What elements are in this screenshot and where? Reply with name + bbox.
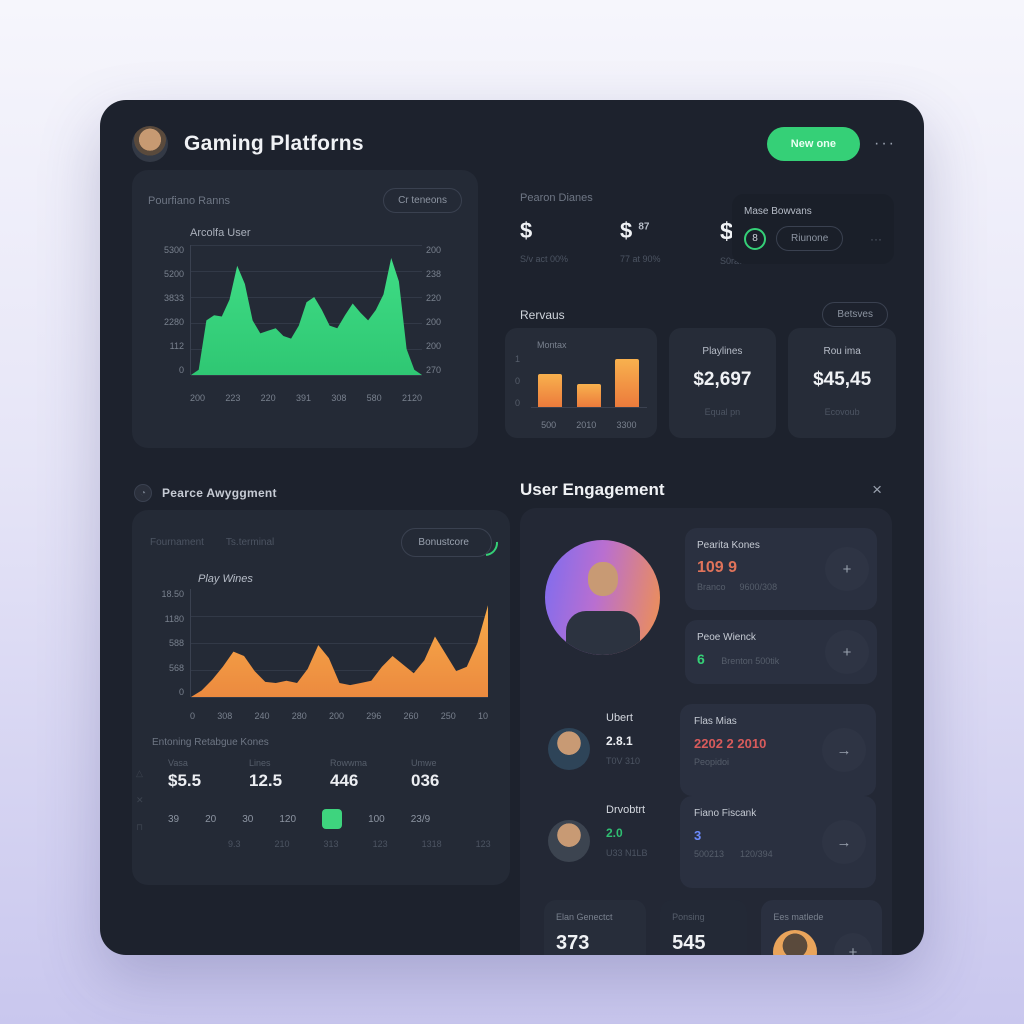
bar	[538, 373, 563, 407]
user-avatar[interactable]	[132, 126, 168, 162]
add-button[interactable]: +	[825, 630, 869, 674]
go-button[interactable]: →	[822, 728, 866, 772]
bar	[576, 384, 601, 407]
stat-umwe: Umwe 036	[411, 758, 440, 790]
x-axis: 200 223 220 391 308 580 2120	[190, 393, 422, 403]
revenue-card-rouima[interactable]: Rou ima $45,45 Ecovoub	[788, 328, 896, 438]
x-axis: 0 308 240 280 200 296 260 250 10	[190, 711, 488, 721]
number-row-dim: 9.3 210 313 123 1318 123	[228, 839, 491, 849]
summary-stat-1: $ S/v act 00%	[520, 218, 569, 264]
assignment-card: Fournament Ts.terminal Bonustcore Play W…	[132, 510, 510, 885]
y-axis-right: 200 238 220 200 200 270	[426, 245, 442, 375]
engagement-heading: User Engagement	[520, 480, 665, 499]
right-column: Pearon Dianes $ S/v act 00% $ 87 77 at 9…	[492, 170, 896, 955]
platform-card-label: Pourfiano Ranns	[148, 194, 230, 207]
bonus-score-button[interactable]: Bonustcore	[401, 524, 504, 561]
member-avatar	[773, 930, 818, 955]
assignment-section-head: ◔ Pearce Awyggment	[134, 484, 277, 502]
user-row-ubert: Ubert 2.8.1 T0V 310 Flas Mias 2202 2 201…	[544, 704, 876, 796]
revenue-heading: Rervaus	[520, 307, 565, 322]
assignment-heading: Pearce Awyggment	[162, 486, 277, 500]
tab-terminal[interactable]: Ts.terminal	[225, 537, 275, 548]
new-button[interactable]: New one	[766, 127, 861, 161]
green-marker[interactable]	[322, 809, 343, 829]
stat-lines: Lines 12.5	[249, 758, 283, 790]
play-times-chart: 18.50 1180 588 568 0 0 308 24	[150, 589, 492, 721]
summary-stat-2: $ 87 77 at 90%	[620, 218, 661, 264]
more-menu-icon[interactable]: ···	[874, 135, 896, 152]
close-icon[interactable]: ×	[872, 480, 882, 499]
go-button[interactable]: →	[822, 820, 866, 864]
retention-sub-heading: Entoning Retabgue Kones	[152, 737, 269, 748]
orange-area-series	[191, 605, 488, 697]
engagement-avatar	[545, 540, 660, 655]
bonus-title: Mase Bowvans	[744, 206, 812, 217]
bottom-cards: Elan Genectct 373 Ponsing 545 Ees matled…	[544, 900, 882, 955]
green-area-plot	[190, 245, 422, 376]
user-card: Flas Mias 2202 2 2010 Peopidoi →	[680, 704, 876, 796]
history-icon: ◔	[134, 484, 152, 502]
revenue-card-playlines[interactable]: Playlines $2,697 Equal pn	[668, 328, 777, 438]
play-times-chart-title: Play Wines	[198, 573, 253, 585]
active-users-chart-title: Arcolfa User	[190, 227, 251, 239]
summary-label: Pearon Dianes	[520, 192, 593, 204]
y-axis: 18.50 1180 588 568 0	[161, 589, 184, 697]
add-button[interactable]: +	[834, 933, 872, 955]
bottom-card-ees[interactable]: Ees matlede +	[761, 900, 882, 955]
active-users-chart: 5300 5200 3833 2280 112 0 20	[148, 245, 462, 403]
green-area-series	[191, 258, 422, 375]
metric-pearita: Pearita Kones 109 9 Branco 9600/308 +	[685, 528, 877, 610]
platform-card: Pourfiano Ranns Cr teneons Arcolfa User …	[132, 170, 478, 448]
user-avatar	[548, 820, 590, 862]
tab-tournament[interactable]: Fournament	[150, 537, 204, 548]
stats-row: Vasa $5.5 Lines 12.5 Rowwma 446 Umwe 036	[168, 758, 492, 791]
add-button[interactable]: +	[825, 547, 869, 591]
bar-chart	[531, 356, 647, 408]
badge-8-icon: 8	[744, 227, 766, 250]
bonus-card: Mase Bowvans 8 Riunone ···	[732, 194, 894, 264]
orange-area-plot	[190, 589, 488, 698]
user-avatar	[548, 728, 590, 770]
user-card: Fiano Fiscank 3 500213 120/394 →	[680, 796, 876, 888]
page-title: Gaming Platforns	[184, 132, 364, 155]
user-row-drvobtrt: Drvobtrt 2.0 U33 N1LB Fiano Fiscank 3 50…	[544, 796, 876, 888]
header: Gaming Platforns New one ···	[132, 122, 896, 166]
stat-vasa: Vasa $5.5	[168, 758, 202, 790]
platform-filter-button[interactable]: Cr teneons	[383, 188, 462, 213]
bottom-card-ponsing[interactable]: Ponsing 545	[660, 900, 748, 955]
y-axis-left: 5300 5200 3833 2280 112 0	[163, 245, 184, 375]
bar-chart-label: Montax	[537, 340, 567, 350]
bar	[615, 358, 640, 407]
engagement-panel: Pearita Kones 109 9 Branco 9600/308 + Pe…	[520, 508, 892, 955]
metric-peoe: Peoe Wienck 6 Brenton 500tik +	[685, 620, 877, 684]
stat-rowwma: Rowwma 446	[330, 758, 368, 790]
dashboard-window: Gaming Platforns New one ··· Pourfiano R…	[100, 100, 924, 955]
bottom-card-elan[interactable]: Elan Genectct 373	[544, 900, 647, 955]
side-glyphs: △ ✕ ⊓	[136, 768, 144, 832]
number-row: 39 20 30 120 100 23/9	[168, 809, 492, 829]
bar-x-axis: 500 2010 3300	[541, 420, 637, 430]
bonus-more-icon[interactable]: ···	[870, 231, 882, 246]
revenue-filter-button[interactable]: Betsves	[822, 302, 888, 327]
bonus-button[interactable]: Riunone	[776, 226, 844, 251]
